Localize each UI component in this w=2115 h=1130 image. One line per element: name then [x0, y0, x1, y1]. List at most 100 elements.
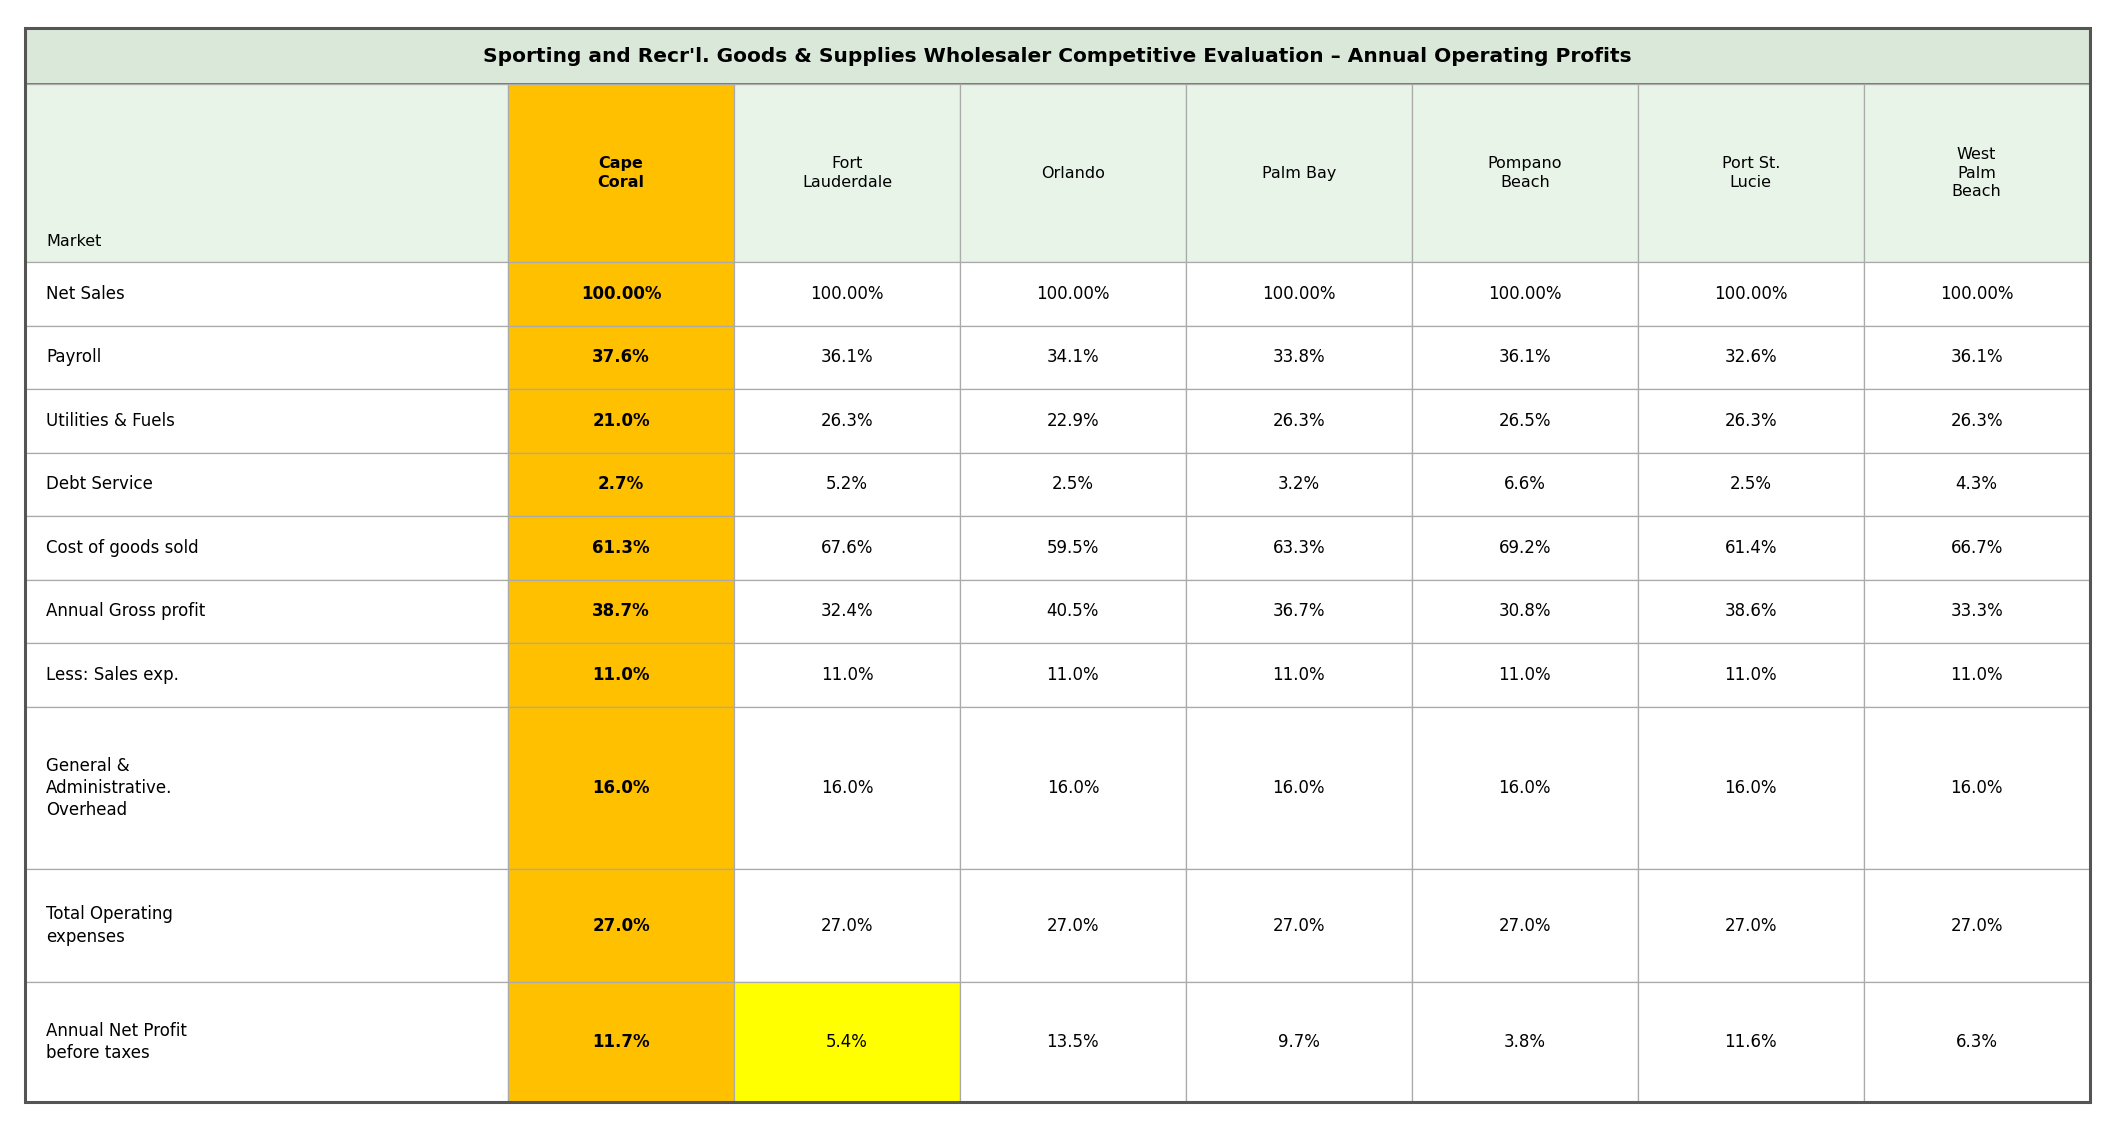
Text: Market: Market [47, 234, 102, 250]
Bar [734, 262, 960, 325]
Bar [1413, 706, 1637, 869]
Text: 37.6%: 37.6% [592, 348, 649, 366]
Bar [1637, 643, 1863, 706]
Text: 5.4%: 5.4% [827, 1033, 867, 1051]
Text: 61.3%: 61.3% [592, 539, 649, 557]
Bar [25, 28, 2090, 84]
Text: 11.0%: 11.0% [1273, 666, 1326, 684]
Bar [1637, 706, 1863, 869]
Text: 11.7%: 11.7% [592, 1033, 649, 1051]
Text: 3.8%: 3.8% [1504, 1033, 1546, 1051]
Bar [1863, 580, 2090, 643]
Bar [1413, 580, 1637, 643]
Text: 11.0%: 11.0% [1047, 666, 1100, 684]
Bar [25, 580, 508, 643]
Bar [1637, 84, 1863, 262]
Bar [508, 516, 734, 580]
Text: 36.1%: 36.1% [1497, 348, 1550, 366]
Text: 100.00%: 100.00% [582, 285, 662, 303]
Bar [508, 643, 734, 706]
Text: 36.1%: 36.1% [821, 348, 873, 366]
Bar [1187, 325, 1413, 389]
Bar [734, 869, 960, 982]
Text: 11.0%: 11.0% [1724, 666, 1777, 684]
Bar [25, 389, 508, 453]
Bar [1413, 982, 1637, 1102]
Bar [960, 84, 1187, 262]
Bar [508, 325, 734, 389]
Bar [25, 262, 508, 325]
Bar [1187, 982, 1413, 1102]
Bar [1863, 84, 2090, 262]
Bar [1187, 580, 1413, 643]
Text: 36.7%: 36.7% [1273, 602, 1326, 620]
Bar [960, 580, 1187, 643]
Text: 6.6%: 6.6% [1504, 476, 1546, 494]
Text: 4.3%: 4.3% [1956, 476, 1999, 494]
Text: 11.0%: 11.0% [1497, 666, 1550, 684]
Bar [734, 982, 960, 1102]
Text: 32.4%: 32.4% [821, 602, 873, 620]
Text: 100.00%: 100.00% [1939, 285, 2013, 303]
Bar [1413, 389, 1637, 453]
Text: 16.0%: 16.0% [1950, 779, 2003, 797]
Bar [1637, 580, 1863, 643]
Text: Palm Bay: Palm Bay [1263, 166, 1337, 181]
Text: General &
Administrative.
Overhead: General & Administrative. Overhead [47, 757, 173, 819]
Bar [1637, 453, 1863, 516]
Text: 26.3%: 26.3% [1950, 412, 2003, 429]
Bar [25, 982, 508, 1102]
Text: 59.5%: 59.5% [1047, 539, 1100, 557]
Text: 27.0%: 27.0% [1273, 916, 1326, 935]
Text: 11.0%: 11.0% [592, 666, 649, 684]
Bar [25, 516, 508, 580]
Bar [960, 869, 1187, 982]
Text: 26.3%: 26.3% [1724, 412, 1777, 429]
Bar [734, 453, 960, 516]
Text: 38.7%: 38.7% [592, 602, 649, 620]
Bar [960, 643, 1187, 706]
Bar [25, 706, 508, 869]
Text: Sporting and Recr'l. Goods & Supplies Wholesaler Competitive Evaluation – Annual: Sporting and Recr'l. Goods & Supplies Wh… [482, 46, 1633, 66]
Bar [960, 389, 1187, 453]
Bar [960, 453, 1187, 516]
Text: Cost of goods sold: Cost of goods sold [47, 539, 199, 557]
Bar [1413, 84, 1637, 262]
Text: West
Palm
Beach: West Palm Beach [1952, 147, 2001, 199]
Text: Orlando: Orlando [1041, 166, 1104, 181]
Bar [508, 262, 734, 325]
Text: 2.7%: 2.7% [599, 476, 645, 494]
Bar [1187, 262, 1413, 325]
Bar [960, 706, 1187, 869]
Text: 6.3%: 6.3% [1956, 1033, 1999, 1051]
Bar [734, 389, 960, 453]
Text: Less: Sales exp.: Less: Sales exp. [47, 666, 180, 684]
Text: 32.6%: 32.6% [1724, 348, 1777, 366]
Text: 16.0%: 16.0% [1047, 779, 1100, 797]
Bar [1413, 869, 1637, 982]
Text: 2.5%: 2.5% [1051, 476, 1093, 494]
Text: 33.3%: 33.3% [1950, 602, 2003, 620]
Bar [25, 869, 508, 982]
Text: 3.2%: 3.2% [1277, 476, 1320, 494]
Text: Annual Net Profit
before taxes: Annual Net Profit before taxes [47, 1022, 186, 1062]
Bar [960, 516, 1187, 580]
Text: 69.2%: 69.2% [1500, 539, 1550, 557]
Text: 100.00%: 100.00% [1036, 285, 1110, 303]
Text: 30.8%: 30.8% [1500, 602, 1550, 620]
Bar [1637, 516, 1863, 580]
Text: Utilities & Fuels: Utilities & Fuels [47, 412, 176, 429]
Bar [1637, 389, 1863, 453]
Text: Cape
Coral: Cape Coral [599, 156, 645, 190]
Text: 26.3%: 26.3% [821, 412, 873, 429]
Text: 16.0%: 16.0% [1500, 779, 1550, 797]
Text: 27.0%: 27.0% [821, 916, 873, 935]
Bar [508, 869, 734, 982]
Bar [1413, 325, 1637, 389]
Text: Fort
Lauderdale: Fort Lauderdale [802, 156, 893, 190]
Text: 27.0%: 27.0% [592, 916, 649, 935]
Bar [1863, 516, 2090, 580]
Bar [734, 325, 960, 389]
Text: 38.6%: 38.6% [1724, 602, 1777, 620]
Text: 63.3%: 63.3% [1273, 539, 1326, 557]
